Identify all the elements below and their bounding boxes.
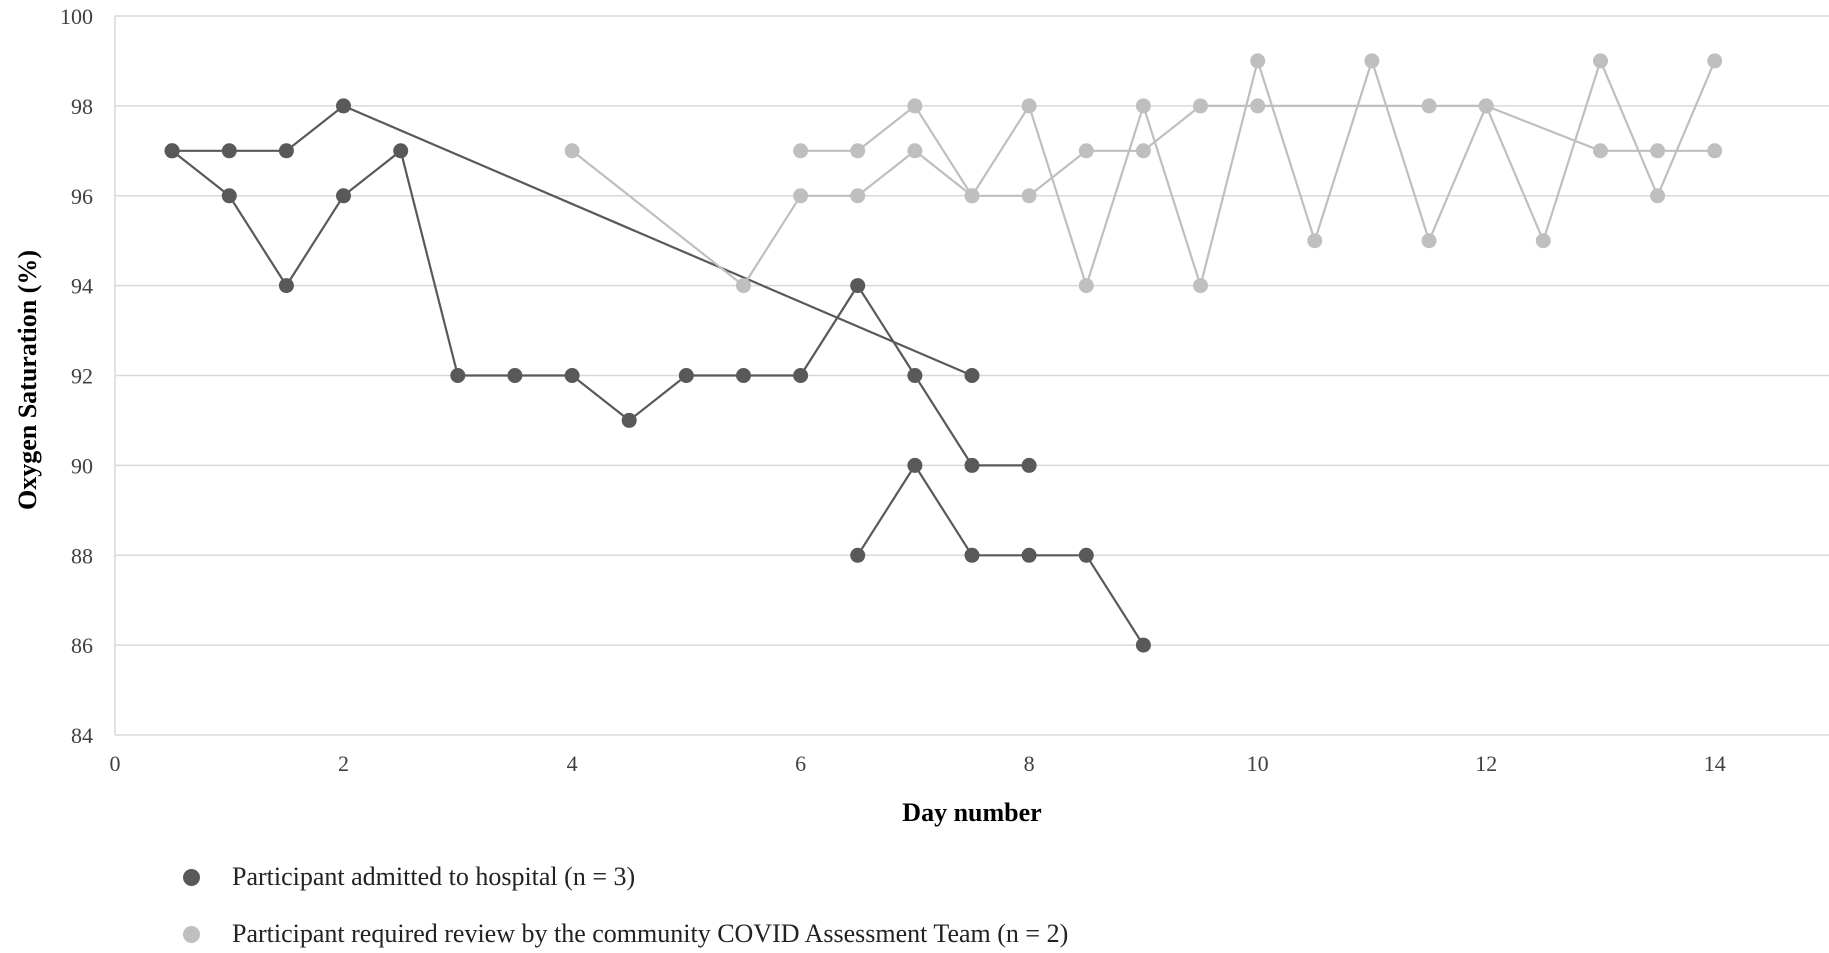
- data-point: [278, 143, 294, 159]
- data-point: [1593, 53, 1608, 69]
- data-point: [393, 143, 409, 159]
- data-point: [1650, 188, 1666, 204]
- legend-item-covid-team: Participant required review by the commu…: [183, 919, 1068, 949]
- data-point: [1593, 143, 1608, 159]
- series-lines: [171, 59, 1716, 646]
- legend-label-covid-team: Participant required review by the commu…: [232, 919, 1069, 948]
- data-point: [1707, 53, 1723, 69]
- data-point: [336, 188, 351, 204]
- y-tick-label: 90: [71, 453, 93, 478]
- data-point: [1021, 457, 1037, 473]
- x-tick-label: 6: [795, 751, 806, 776]
- data-point: [1364, 53, 1380, 69]
- data-point: [1135, 143, 1151, 159]
- data-point: [850, 188, 866, 204]
- data-point: [621, 412, 637, 428]
- data-point: [564, 368, 580, 383]
- y-tick-labels: 84 86 88 90 92 94 96 98 100: [60, 4, 93, 748]
- series-points: [164, 53, 1723, 653]
- data-point: [1535, 233, 1551, 249]
- x-tick-label: 12: [1475, 751, 1497, 776]
- data-point: [1650, 143, 1666, 159]
- data-point: [1021, 98, 1037, 114]
- legend-marker-covid-team: [183, 925, 200, 943]
- data-point: [736, 368, 751, 383]
- y-tick-label: 100: [60, 4, 93, 29]
- y-tick-label: 88: [71, 543, 93, 568]
- data-point: [850, 143, 866, 159]
- data-point: [1421, 233, 1437, 249]
- data-point: [964, 188, 980, 204]
- x-tick-labels: 0 2 4 6 8 10 12 14: [110, 751, 1726, 776]
- x-tick-label: 2: [338, 751, 349, 776]
- data-point: [1021, 188, 1037, 204]
- data-point: [907, 98, 923, 114]
- data-point: [1078, 278, 1094, 294]
- data-point: [1078, 143, 1094, 159]
- y-tick-label: 92: [71, 364, 93, 389]
- series-line-1: [171, 149, 1030, 467]
- data-point: [793, 143, 809, 159]
- data-point: [164, 143, 180, 159]
- data-point: [278, 278, 294, 294]
- y-tick-label: 94: [71, 274, 93, 299]
- data-point: [907, 368, 923, 383]
- data-point: [964, 368, 980, 383]
- data-point: [907, 143, 923, 159]
- data-point: [907, 457, 923, 473]
- data-point: [221, 188, 237, 204]
- data-point: [1707, 143, 1723, 159]
- data-point: [850, 278, 866, 294]
- data-point: [1021, 547, 1037, 563]
- legend-label-hospital: Participant admitted to hospital (n = 3): [232, 862, 636, 891]
- data-point: [964, 457, 980, 473]
- data-point: [793, 188, 809, 204]
- data-point: [1193, 98, 1208, 114]
- legend-marker-hospital: [183, 868, 200, 886]
- series-line-4: [571, 104, 1715, 287]
- data-point: [736, 278, 751, 294]
- data-point: [1307, 233, 1323, 249]
- data-point: [450, 368, 466, 383]
- y-tick-label: 86: [71, 633, 93, 658]
- data-point: [1421, 98, 1437, 114]
- x-tick-label: 8: [1024, 751, 1035, 776]
- data-point: [678, 368, 694, 383]
- y-axis-title: Oxygen Saturation (%): [13, 250, 42, 510]
- x-tick-label: 0: [110, 751, 121, 776]
- data-point: [1250, 98, 1266, 114]
- data-point: [564, 143, 580, 159]
- data-point: [1193, 278, 1208, 294]
- data-point: [1078, 547, 1094, 563]
- data-point: [793, 368, 809, 383]
- data-point: [964, 547, 980, 563]
- data-point: [336, 98, 351, 114]
- legend-item-hospital: Participant admitted to hospital (n = 3): [183, 862, 635, 892]
- x-axis-title: Day number: [902, 798, 1041, 827]
- x-tick-label: 4: [567, 751, 578, 776]
- y-tick-label: 98: [71, 94, 93, 119]
- y-tick-label: 96: [71, 184, 93, 209]
- series-line-5: [800, 59, 1716, 287]
- data-point: [221, 143, 237, 159]
- data-point: [1135, 637, 1151, 653]
- y-tick-label: 84: [71, 723, 93, 748]
- data-point: [850, 547, 866, 563]
- data-point: [1250, 53, 1266, 69]
- data-point: [507, 368, 523, 383]
- data-point: [1135, 98, 1151, 114]
- x-tick-label: 14: [1704, 751, 1726, 776]
- series-line-3: [856, 464, 1145, 646]
- data-point: [1478, 98, 1494, 114]
- x-tick-label: 10: [1247, 751, 1269, 776]
